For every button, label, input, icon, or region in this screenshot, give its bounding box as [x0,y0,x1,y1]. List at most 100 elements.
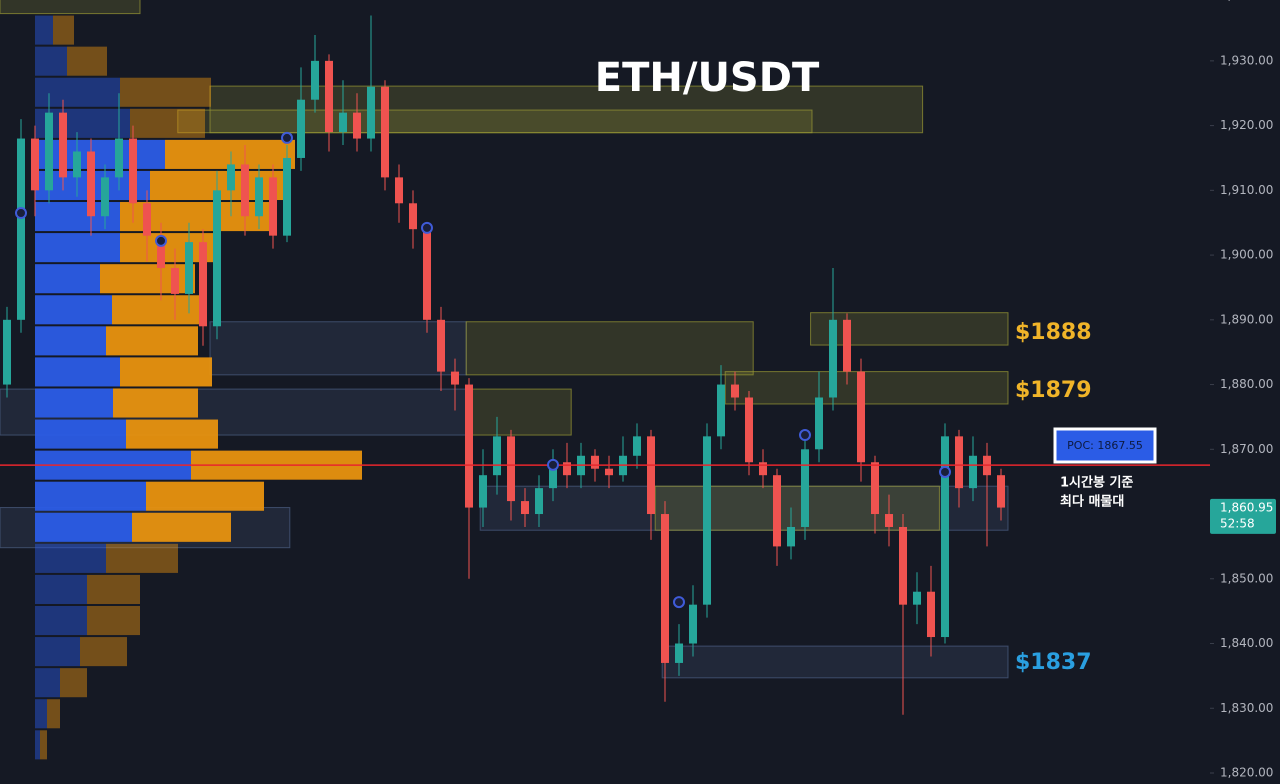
candle-body [31,138,39,191]
candle-body [843,319,851,372]
profile-sell [120,357,212,387]
profile-buy [35,574,87,604]
candle-body [451,371,459,385]
candle-body [969,455,977,489]
profile-sell [47,699,60,729]
profile-sell [40,730,47,760]
candle-body [59,112,67,178]
candle-body [955,436,963,489]
pivot-marker [547,458,559,471]
candle-body [493,436,501,476]
candle-body [73,151,81,178]
profile-buy [35,605,87,636]
candle-body [675,643,683,663]
profile-sell [165,139,295,169]
candle-body [241,164,249,217]
candle-body [157,235,165,269]
profile-buy [35,264,100,294]
candle-body [927,591,935,638]
profile-buy [35,543,106,573]
countdown: 52:58 [1220,516,1255,530]
profile-sell [130,108,205,138]
profile-buy [35,295,112,325]
profile-sell [80,637,127,667]
candle-body [395,177,403,204]
candle-body [815,397,823,450]
profile-sell [87,574,140,604]
pivot-marker [15,206,27,219]
candle-body [521,501,529,515]
price-annotation: $1888 [1015,320,1092,345]
candle-body [325,60,333,133]
candle-body [185,242,193,294]
profile-sell [53,15,74,45]
candle-body [591,455,599,469]
profile-sell [132,512,231,542]
candle-body [871,462,879,515]
profile-buy [35,481,146,511]
zone [209,321,467,376]
profile-sell [60,668,87,698]
profile-buy [35,388,113,418]
candle-body [339,112,347,133]
zone [724,371,1009,405]
y-tick-label: 1,820.00 [1220,765,1273,779]
zone [465,321,754,376]
profile-buy [35,326,106,356]
profile-buy [35,15,53,45]
profile-buy [35,233,120,263]
candle-body [143,203,151,236]
candle-body [479,475,487,508]
zone [469,388,572,436]
profile-buy [35,77,120,107]
candle-body [437,319,445,372]
candle-body [255,177,263,217]
profile-buy [35,637,80,667]
candle-body [787,526,795,547]
candle-body [857,371,865,463]
candle-body [899,526,907,605]
profile-sell [106,326,198,356]
candles [3,15,1005,715]
candle-body [101,177,109,217]
profile-buy [35,730,40,760]
candle-body [689,604,697,644]
candle-body [115,138,123,178]
y-tick-label: 1,900.00 [1220,248,1273,262]
pivot-marker [799,429,811,442]
y-tick-label: 1,910.00 [1220,183,1273,197]
profile-buy [35,46,67,76]
profile-sell [87,605,140,636]
candle-body [311,60,319,100]
y-tick-label: 1,850.00 [1220,571,1273,585]
candle-body [773,475,781,547]
y-tick-label: 1,880.00 [1220,377,1273,391]
candle-body [913,591,921,605]
profile-sell [100,264,195,294]
poc-label: POC: 1867.55 [1067,439,1143,452]
candle-body [997,475,1005,508]
price-annotation: $1837 [1015,650,1092,675]
y-tick-label: 1,830.00 [1220,701,1273,715]
profile-buy [35,357,120,387]
candle-body [199,242,207,327]
profile-sell [106,543,178,573]
y-tick-label: 1,840.00 [1220,636,1273,650]
candle-body [549,462,557,489]
last-price-tag [1210,498,1276,534]
candle-body [297,99,305,158]
candle-body [661,514,669,663]
candle-body [213,190,221,327]
candle-body [941,436,949,638]
price-annotation: $1879 [1015,378,1092,403]
zone [177,109,813,134]
candle-body [367,86,375,139]
candle-body [17,138,25,320]
profile-sell [67,46,107,76]
candle-body [717,384,725,437]
candle-body [829,319,837,398]
candle-body [409,203,417,230]
candle-body [731,384,739,398]
